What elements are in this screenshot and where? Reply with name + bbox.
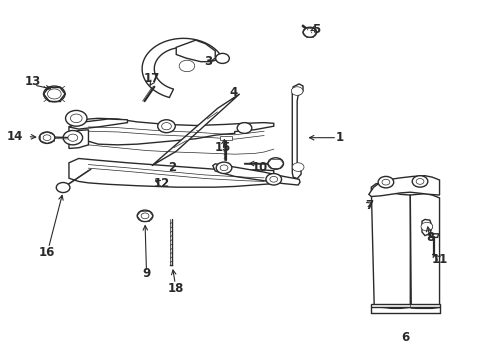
Text: 7: 7 <box>365 199 373 212</box>
Polygon shape <box>429 234 438 237</box>
Circle shape <box>292 163 304 171</box>
Circle shape <box>137 210 153 222</box>
Text: 12: 12 <box>153 177 169 190</box>
Circle shape <box>68 134 78 141</box>
Circle shape <box>411 176 427 187</box>
Circle shape <box>141 213 149 219</box>
Text: 18: 18 <box>168 282 184 295</box>
Polygon shape <box>421 220 431 235</box>
Bar <box>220 135 231 140</box>
Text: 3: 3 <box>203 55 212 68</box>
Circle shape <box>43 135 51 140</box>
Text: 14: 14 <box>7 130 23 143</box>
Text: 6: 6 <box>401 331 408 344</box>
Circle shape <box>303 27 316 37</box>
Circle shape <box>161 123 171 130</box>
Circle shape <box>70 114 82 123</box>
Circle shape <box>265 174 281 185</box>
Circle shape <box>47 89 61 99</box>
Circle shape <box>158 120 175 133</box>
Polygon shape <box>152 94 239 166</box>
Polygon shape <box>292 84 303 179</box>
Circle shape <box>269 176 277 182</box>
Circle shape <box>39 132 55 143</box>
Circle shape <box>267 158 283 169</box>
Circle shape <box>65 111 87 126</box>
Circle shape <box>56 183 70 193</box>
Polygon shape <box>69 130 88 148</box>
Text: 8: 8 <box>426 231 434 244</box>
Polygon shape <box>409 194 439 309</box>
Polygon shape <box>176 40 215 62</box>
Circle shape <box>420 222 432 231</box>
Circle shape <box>291 87 303 95</box>
Polygon shape <box>69 119 127 129</box>
Circle shape <box>415 179 423 184</box>
Text: 16: 16 <box>39 246 55 259</box>
Polygon shape <box>212 164 300 185</box>
Text: 17: 17 <box>143 72 160 85</box>
Circle shape <box>381 179 389 185</box>
Text: 15: 15 <box>214 140 230 153</box>
Polygon shape <box>368 176 439 197</box>
Polygon shape <box>370 184 409 309</box>
Polygon shape <box>142 39 222 98</box>
Text: 13: 13 <box>24 75 41 87</box>
Text: 10: 10 <box>251 161 268 174</box>
Circle shape <box>215 53 229 63</box>
Text: 2: 2 <box>168 161 176 174</box>
Text: 1: 1 <box>335 131 343 144</box>
Text: 11: 11 <box>430 253 447 266</box>
Polygon shape <box>69 158 273 187</box>
Circle shape <box>179 60 194 72</box>
Circle shape <box>377 176 393 188</box>
Text: 5: 5 <box>311 23 319 36</box>
Circle shape <box>237 123 251 134</box>
Circle shape <box>216 162 231 174</box>
Circle shape <box>63 131 82 145</box>
Text: 9: 9 <box>142 267 151 280</box>
Text: 4: 4 <box>229 86 237 99</box>
Circle shape <box>220 165 227 171</box>
Bar <box>370 304 439 307</box>
Circle shape <box>43 86 65 102</box>
Polygon shape <box>69 118 273 145</box>
